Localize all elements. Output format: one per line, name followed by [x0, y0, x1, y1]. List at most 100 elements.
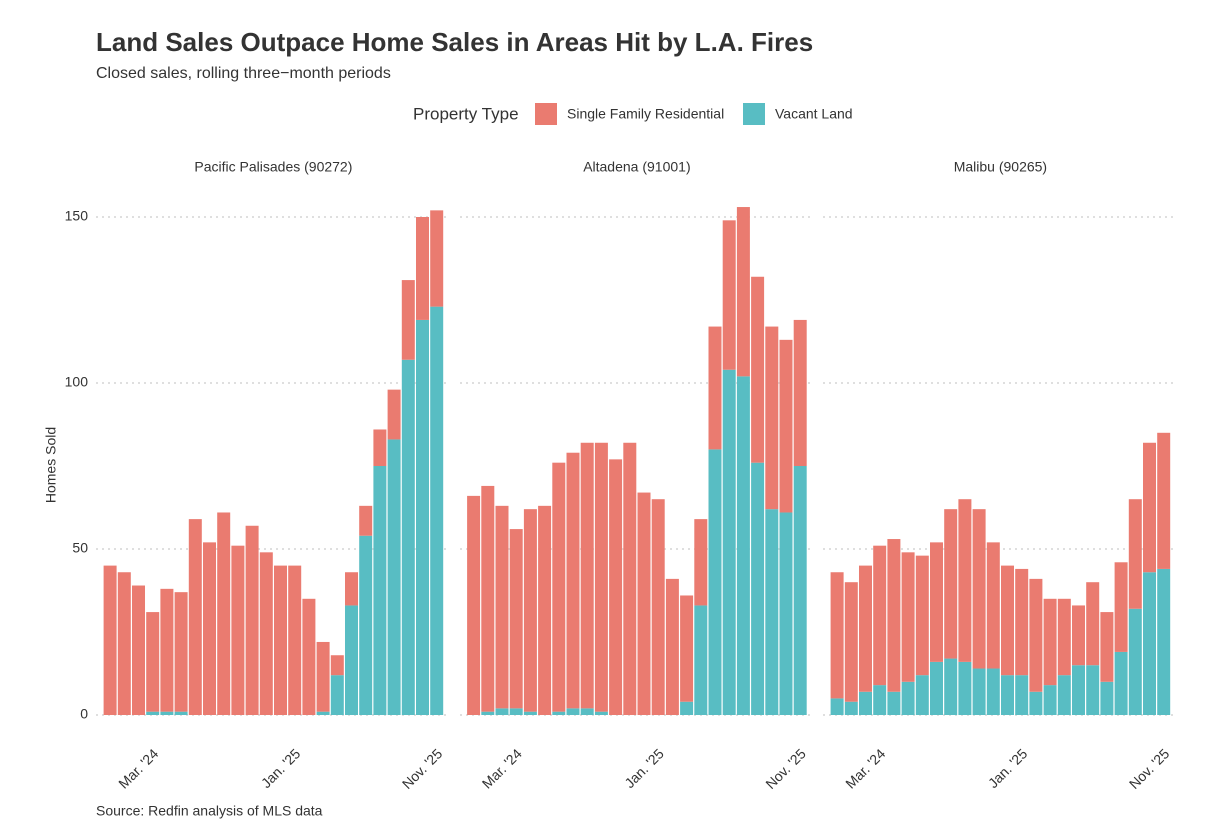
bar-segment [117, 572, 131, 715]
bar-segment [174, 592, 188, 712]
bar-segment [416, 217, 429, 320]
bar-segment [274, 565, 287, 715]
x-tick-label: Nov. '25 [762, 745, 809, 792]
bar-segment [1015, 675, 1029, 715]
bar-segment [467, 495, 481, 715]
bar-segment [359, 535, 373, 715]
bar-segment [986, 542, 1000, 669]
bar-segment [288, 565, 302, 715]
bar-segment [751, 462, 765, 715]
bar-segment [751, 276, 765, 463]
bar-segment [231, 545, 245, 715]
x-tick-label: Jan. '25 [258, 745, 304, 791]
bar-segment [174, 711, 188, 715]
bar-segment [873, 545, 887, 686]
bar-segment [1157, 568, 1171, 715]
bar-segment [566, 452, 580, 709]
bar-segment [580, 442, 594, 709]
y-tick-label: 0 [80, 706, 88, 722]
bar-segment [708, 326, 722, 450]
bar-segment [623, 442, 637, 715]
bar-segment [1128, 499, 1142, 609]
bar-segment [1157, 432, 1171, 569]
bar-segment [1072, 665, 1085, 715]
bar-segment [566, 708, 580, 715]
bar-segment [958, 499, 972, 662]
bar-segment [887, 539, 901, 692]
bar-segment [359, 505, 373, 536]
x-tick-label: Jan. '25 [621, 745, 667, 791]
bar-segment [1043, 598, 1057, 686]
bar-segment [1143, 442, 1156, 573]
bar-segment [401, 280, 415, 360]
y-tick-label: 50 [72, 540, 88, 556]
bar-segment [930, 542, 943, 662]
bar-segment [1057, 675, 1071, 715]
bar-segment [146, 711, 160, 715]
bar-segment [245, 525, 259, 715]
bar-segment [1114, 562, 1128, 652]
bar-segment [793, 466, 807, 715]
caption: Source: Redfin analysis of MLS data [96, 803, 323, 819]
bar-segment [1072, 605, 1085, 666]
bar-segment [779, 339, 793, 513]
bar-segment [944, 658, 958, 715]
bar-segment [915, 555, 929, 676]
facet-title: Altadena (91001) [583, 159, 690, 175]
bar-segment [972, 509, 986, 669]
bar-segment [1143, 572, 1156, 715]
bar-segment [430, 210, 444, 307]
bar-segment [1015, 568, 1029, 676]
bar-segment [708, 449, 722, 715]
bar-segment [538, 505, 552, 715]
x-tick-label: Mar. '24 [479, 745, 525, 791]
chart-title: Land Sales Outpace Home Sales in Areas H… [96, 27, 813, 57]
bar-segment [160, 588, 174, 712]
bar-segment [509, 529, 523, 709]
facet-title: Malibu (90265) [954, 159, 1047, 175]
bar-segment [1001, 565, 1014, 676]
x-tick-label: Mar. '24 [842, 745, 888, 791]
bar-segment [1043, 685, 1057, 715]
bar-segment [316, 711, 330, 715]
bar-segment [345, 605, 358, 715]
legend-title: Property Type [413, 104, 519, 123]
bar-segment [1086, 665, 1100, 715]
bar-segment [1114, 651, 1128, 715]
bar-segment [401, 359, 415, 715]
bar-segment [972, 668, 986, 715]
bar-segment [651, 499, 665, 715]
bar-segment [859, 691, 872, 715]
bar-segment [259, 552, 273, 715]
bar-segment [523, 509, 537, 712]
bar-segment [1100, 681, 1114, 715]
bar-segment [887, 691, 901, 715]
y-tick-label: 100 [65, 374, 89, 390]
bar-segment [779, 512, 793, 715]
bar-segment [552, 711, 566, 715]
bar-segment [901, 681, 915, 715]
bar-segment [844, 582, 858, 702]
bar-segment [736, 376, 750, 715]
bar-segment [387, 389, 401, 440]
bar-segment [930, 661, 943, 715]
bar-segment [217, 512, 231, 715]
bar-segment [665, 578, 679, 715]
bar-segment [765, 509, 779, 715]
y-axis-label: Homes Sold [43, 427, 59, 503]
bar-segment [680, 701, 694, 715]
facet-title: Pacific Palisades (90272) [194, 159, 352, 175]
x-tick-label: Mar. '24 [115, 745, 161, 791]
bar-segment [594, 442, 608, 712]
y-tick-label: 150 [65, 208, 89, 224]
bar-segment [901, 552, 915, 682]
legend-swatch [535, 103, 557, 125]
bar-segment [1029, 691, 1043, 715]
bar-segment [160, 711, 174, 715]
x-tick-label: Nov. '25 [1126, 745, 1173, 792]
bar-segment [873, 685, 887, 715]
bar-segment [330, 675, 344, 715]
bar-segment [1086, 582, 1100, 666]
legend-label: Vacant Land [775, 106, 853, 122]
